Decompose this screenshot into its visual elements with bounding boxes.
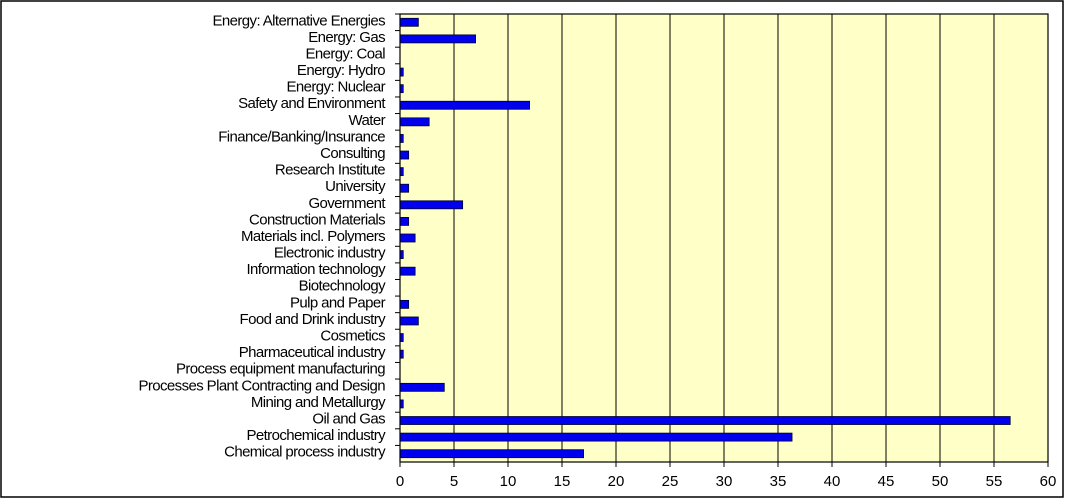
x-tick-label: 15 (554, 473, 571, 490)
x-tick-label: 35 (770, 473, 787, 490)
x-tick-label: 50 (932, 473, 949, 490)
y-tick-label: Energy: Nuclear (286, 79, 385, 96)
x-tick-label: 25 (662, 473, 679, 490)
y-tick-label: Processes Plant Contracting and Design (138, 377, 385, 394)
y-tick-label: Research Institute (275, 162, 385, 179)
bar (399, 233, 416, 243)
y-tick-label: Oil and Gas (312, 410, 385, 427)
bar (399, 100, 531, 110)
y-tick-label: Biotechnology (299, 278, 387, 295)
bar (399, 183, 410, 193)
x-tick-label: 20 (608, 473, 625, 490)
bar (399, 449, 585, 459)
y-tick-label: Water (349, 112, 386, 129)
bar (399, 382, 445, 392)
y-tick-label: Finance/Banking/Insurance (218, 128, 385, 145)
y-tick-label: Mining and Metallurgy (251, 394, 386, 411)
y-tick-label: Food and Drink industry (240, 311, 387, 328)
bar (399, 150, 410, 160)
y-tick-label: Cosmetics (320, 328, 385, 345)
y-tick-label: Energy: Hydro (297, 62, 385, 79)
x-tick-label: 30 (716, 473, 733, 490)
y-tick-label: Process equipment manufacturing (176, 361, 385, 378)
bar (399, 117, 430, 127)
x-tick-label: 40 (824, 473, 841, 490)
x-tick-label: 0 (396, 473, 404, 490)
y-tick-label: Pharmaceutical industry (239, 344, 386, 361)
y-tick-label: Petrochemical industry (246, 427, 386, 444)
bar (399, 17, 419, 27)
x-tick-label: 60 (1040, 473, 1057, 490)
y-tick-label: Electronic industry (274, 245, 386, 262)
y-tick-label: Energy: Coal (305, 45, 385, 62)
bar (399, 299, 410, 309)
x-tick-label: 45 (878, 473, 895, 490)
x-tick-label: 10 (500, 473, 517, 490)
plot-border (399, 13, 1049, 463)
y-tick-label: Information technology (246, 261, 386, 278)
y-tick-label: Energy: Alternative Energies (213, 12, 386, 29)
bar (399, 432, 793, 442)
y-tick-label: Chemical process industry (224, 444, 386, 461)
x-tick-label: 5 (450, 473, 458, 490)
bar (399, 266, 416, 276)
y-tick-label: Construction Materials (249, 211, 385, 228)
bar (399, 34, 476, 44)
y-tick-label: Pulp and Paper (290, 294, 386, 311)
y-tick-label: Energy: Gas (308, 29, 385, 46)
y-tick-label: Safety and Environment (238, 95, 386, 112)
y-tick-label: University (325, 178, 386, 195)
bar (399, 217, 410, 226)
y-tick-label: Government (308, 195, 386, 212)
y-tick-label: Materials incl. Polymers (241, 228, 385, 245)
x-tick-label: 55 (986, 473, 1003, 490)
bar (399, 200, 464, 210)
y-tick-label: Consulting (320, 145, 385, 162)
bar (399, 416, 1011, 425)
bar (399, 316, 419, 326)
